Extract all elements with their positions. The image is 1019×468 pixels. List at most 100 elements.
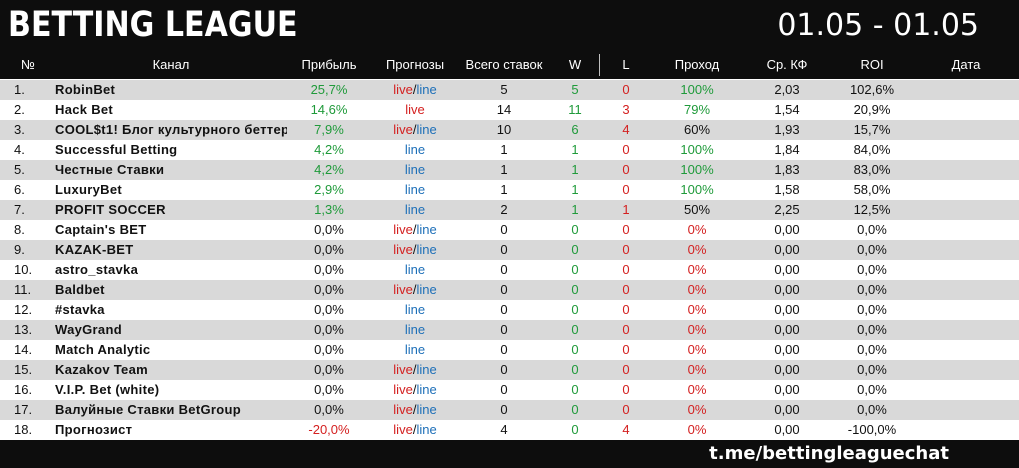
avg-odds: 0,00	[774, 242, 800, 257]
total-bets: 0	[500, 402, 508, 417]
header-num: №	[21, 57, 35, 72]
avg-odds: 2,03	[774, 82, 800, 97]
profit-value: 7,9%	[314, 122, 344, 137]
forecast-line: line	[416, 122, 437, 137]
roi-value: 0,0%	[857, 282, 887, 297]
forecast-type: live/line	[372, 400, 458, 420]
total-bets: 4	[500, 422, 508, 437]
total-bets: 1	[500, 142, 508, 157]
profit-value: 0,0%	[314, 222, 344, 237]
wins-count: 1	[571, 162, 579, 177]
row-number: 10.	[14, 262, 33, 277]
wins-count: 0	[571, 322, 579, 337]
avg-odds: 1,58	[774, 182, 800, 197]
date-cell	[916, 400, 1016, 420]
row-number: 2.	[14, 102, 25, 117]
forecast-type: line	[372, 180, 458, 200]
date-cell	[916, 320, 1016, 340]
forecast-line: line	[416, 222, 437, 237]
forecast-type: line	[372, 340, 458, 360]
date-cell	[916, 120, 1016, 140]
roi-value: 0,0%	[857, 402, 887, 417]
date-cell	[916, 380, 1016, 400]
wins-count: 1	[571, 182, 579, 197]
avg-odds: 0,00	[774, 422, 800, 437]
forecast-type: line	[372, 300, 458, 320]
header-profit: Прибыль	[301, 57, 357, 72]
table-row: 12. #stavka 0,0% line 0 0 0 0% 0,00 0,0%	[0, 300, 1019, 320]
avg-odds: 1,84	[774, 142, 800, 157]
pass-rate: 0%	[687, 402, 707, 417]
forecast-type: line	[372, 260, 458, 280]
pass-rate: 0%	[687, 422, 707, 437]
table-row: 4. Successful Betting 4,2% line 1 1 0 100% 1,84 8…	[0, 140, 1019, 160]
losses-count: 4	[622, 122, 630, 137]
roi-value: -100,0%	[847, 422, 897, 437]
profit-value: 0,0%	[314, 322, 344, 337]
row-number: 7.	[14, 202, 25, 217]
roi-value: 84,0%	[853, 142, 891, 157]
date-cell	[916, 180, 1016, 200]
forecast-type: live/line	[372, 80, 458, 100]
row-number: 6.	[14, 182, 25, 197]
total-bets: 14	[496, 102, 512, 117]
forecast-separator: /	[412, 82, 417, 97]
losses-count: 0	[622, 302, 630, 317]
pass-rate: 79%	[683, 102, 711, 117]
avg-odds: 0,00	[774, 322, 800, 337]
total-bets: 2	[500, 202, 508, 217]
table-body: 1. RobinBet 25,7% live/line 5 5 0 100% 2,03 102,6…	[0, 80, 1019, 440]
pass-rate: 0%	[687, 242, 707, 257]
forecast-type: live/line	[372, 280, 458, 300]
channel-name: Captain's BET	[55, 222, 147, 237]
pass-rate: 100%	[680, 162, 714, 177]
pass-rate: 0%	[687, 282, 707, 297]
roi-value: 0,0%	[857, 222, 887, 237]
wins-count: 0	[571, 362, 579, 377]
channel-name: Kazakov Team	[55, 362, 148, 377]
roi-value: 0,0%	[857, 342, 887, 357]
channel-name: COOL$t1! Блог культурного беттера	[55, 122, 287, 137]
forecast-separator: /	[412, 122, 417, 137]
table-row: 7. PROFIT SOCCER 1,3% line 2 1 1 50% 2,25 12,5%	[0, 200, 1019, 220]
chat-link[interactable]: t.me/bettingleaguechat	[709, 443, 949, 464]
channel-name: Match Analytic	[55, 342, 151, 357]
header-l: L	[622, 57, 630, 72]
date-cell	[916, 300, 1016, 320]
date-cell	[916, 340, 1016, 360]
avg-odds: 1,93	[774, 122, 800, 137]
forecast-type: live/line	[372, 420, 458, 440]
total-bets: 5	[500, 82, 508, 97]
forecast-line: line	[404, 182, 426, 197]
losses-count: 3	[622, 102, 630, 117]
forecast-type: live/line	[372, 380, 458, 400]
total-bets: 0	[500, 222, 508, 237]
channel-name: Hack Bet	[55, 102, 114, 117]
header-forecasts: Прогнозы	[385, 57, 445, 72]
profit-value: 0,0%	[314, 362, 344, 377]
title-bar: BETTING LEAGUE 01.05 - 01.05	[0, 0, 1019, 51]
pass-rate: 0%	[687, 362, 707, 377]
header-pass: Проход	[674, 57, 720, 72]
forecast-live: live	[405, 102, 425, 117]
row-number: 11.	[14, 282, 32, 297]
total-bets: 0	[500, 382, 508, 397]
forecast-line: line	[404, 262, 426, 277]
forecast-separator: /	[412, 282, 417, 297]
losses-count: 0	[622, 382, 630, 397]
forecast-live: live	[393, 362, 413, 377]
date-cell	[916, 280, 1016, 300]
total-bets: 0	[500, 302, 508, 317]
forecast-live: live	[393, 82, 413, 97]
row-number: 4.	[14, 142, 25, 157]
pass-rate: 0%	[687, 262, 707, 277]
header-kf: Ср. КФ	[766, 57, 808, 72]
forecast-separator: /	[412, 242, 417, 257]
avg-odds: 0,00	[774, 302, 800, 317]
forecast-type: live/line	[372, 360, 458, 380]
forecast-type: line	[372, 160, 458, 180]
pass-rate: 50%	[683, 202, 711, 217]
wins-count: 0	[571, 242, 579, 257]
forecast-live: live	[393, 122, 413, 137]
table-row: 17. Валуйные Ставки BetGroup 0,0% live/line…	[0, 400, 1019, 420]
